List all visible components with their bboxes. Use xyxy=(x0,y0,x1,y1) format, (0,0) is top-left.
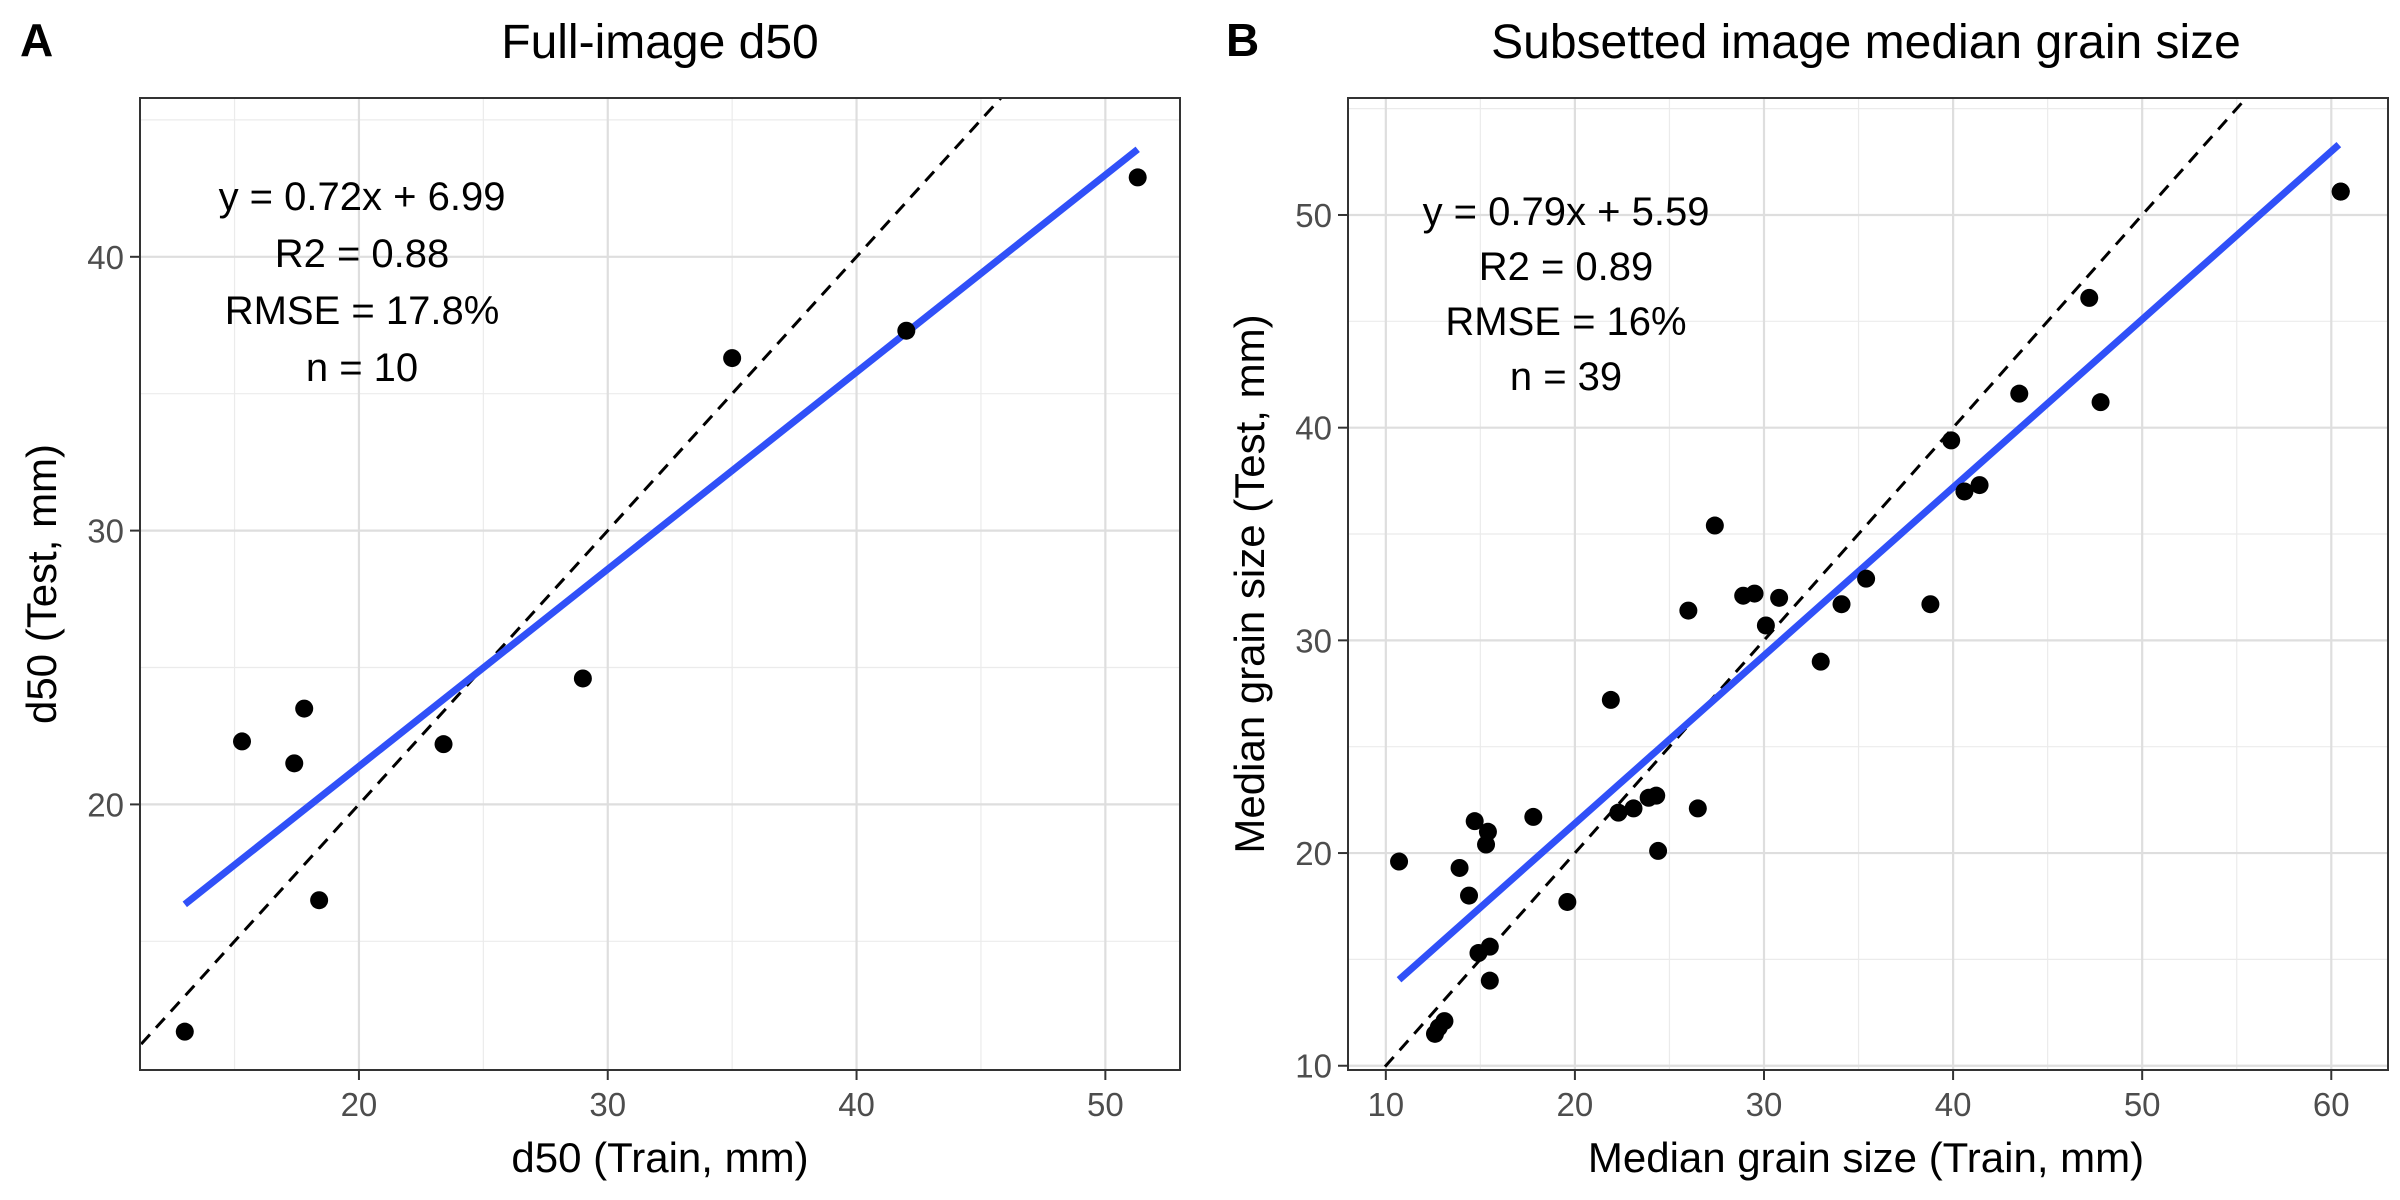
data-point xyxy=(1465,812,1484,831)
reference-line-b xyxy=(1380,98,2249,1070)
panel-b: B Subsetted image median grain size 10 20… xyxy=(1226,14,2389,1181)
data-point xyxy=(1705,516,1724,535)
y-axis-label-a: d50 (Test, mm) xyxy=(18,444,65,724)
data-point xyxy=(434,735,453,754)
data-point xyxy=(1811,652,1830,671)
x-tick-label: 60 xyxy=(2313,1086,2350,1123)
data-point xyxy=(295,699,314,718)
data-point xyxy=(1745,584,1764,603)
x-ticks-b: 10 20 30 40 50 60 xyxy=(1367,1070,2350,1123)
fit-line xyxy=(1396,142,2342,983)
x-tick-label: 20 xyxy=(341,1086,378,1123)
data-point xyxy=(2080,288,2099,307)
gridlines-b xyxy=(1348,98,2388,1070)
data-point xyxy=(2331,182,2350,201)
x-tick-label: 30 xyxy=(589,1086,626,1123)
plot-border-b xyxy=(1347,97,2389,1071)
chart-title-b: Subsetted image median grain size xyxy=(1491,16,2241,69)
x-tick-label: 40 xyxy=(838,1086,875,1123)
x-axis-label-b: Median grain size (Train, mm) xyxy=(1588,1134,2144,1181)
fit-line-b xyxy=(1396,142,2342,983)
data-point xyxy=(1647,786,1666,805)
y-tick-label: 40 xyxy=(1295,410,1332,447)
reference-line-a xyxy=(140,98,1003,1048)
y-ticks-b: 10 20 30 40 50 xyxy=(1295,197,1348,1085)
y-tick-label: 30 xyxy=(87,513,124,550)
fit-line-a xyxy=(182,146,1140,908)
y-tick-label: 20 xyxy=(1295,835,1332,872)
data-point xyxy=(1942,431,1961,450)
annotation-line-3-b: RMSE = 16% xyxy=(1445,300,1686,344)
data-point xyxy=(285,754,304,773)
data-point xyxy=(1955,482,1974,501)
data-point xyxy=(1609,803,1628,822)
x-tick-label: 30 xyxy=(1746,1086,1783,1123)
y-tick-label: 50 xyxy=(1295,197,1332,234)
annotation-line-1-a: y = 0.72x + 6.99 xyxy=(219,175,506,219)
data-point xyxy=(1128,168,1147,187)
panel-a: A Full-image d50 20 30 40 50 20 30 40 y = 0.7… xyxy=(18,14,1181,1181)
panel-label-b: B xyxy=(1226,14,1259,66)
data-point xyxy=(1435,1012,1454,1031)
points-a xyxy=(175,168,1147,1041)
y-tick-label: 40 xyxy=(87,239,124,276)
data-point xyxy=(723,349,742,368)
plot-border-a xyxy=(139,97,1181,1071)
annotation-line-4-a: n = 10 xyxy=(306,346,418,390)
points-b xyxy=(1390,182,2350,1043)
data-point xyxy=(1450,858,1469,877)
data-point xyxy=(175,1022,194,1041)
x-axis-label-a: d50 (Train, mm) xyxy=(511,1134,808,1181)
data-point xyxy=(1624,799,1643,818)
data-point xyxy=(1390,852,1409,871)
y-tick-label: 20 xyxy=(87,786,124,823)
fit-line xyxy=(182,146,1140,908)
x-tick-label: 50 xyxy=(1087,1086,1124,1123)
data-point xyxy=(233,732,252,751)
data-point xyxy=(1970,476,1989,495)
data-point xyxy=(897,321,916,340)
x-tick-label: 10 xyxy=(1367,1086,1404,1123)
annotation-line-1-b: y = 0.79x + 5.59 xyxy=(1423,190,1710,234)
data-point xyxy=(2010,384,2029,403)
annotation-line-2-b: R2 = 0.89 xyxy=(1479,245,1654,289)
data-point xyxy=(1480,971,1499,990)
x-ticks-a: 20 30 40 50 xyxy=(341,1070,1124,1123)
chart-title-a: Full-image d50 xyxy=(501,16,818,69)
x-tick-label: 20 xyxy=(1557,1086,1594,1123)
reference-line xyxy=(1380,98,2249,1070)
data-point xyxy=(2091,393,2110,412)
y-tick-label: 10 xyxy=(1295,1048,1332,1085)
annotation-line-2-a: R2 = 0.88 xyxy=(275,232,450,276)
data-point xyxy=(1480,937,1499,956)
data-point xyxy=(1688,799,1707,818)
annotation-line-4-b: n = 39 xyxy=(1510,355,1622,399)
data-point xyxy=(1832,595,1851,614)
data-point xyxy=(573,669,592,688)
data-point xyxy=(1756,616,1775,635)
data-point xyxy=(1478,822,1497,841)
data-point xyxy=(1601,690,1620,709)
reference-line xyxy=(140,98,1003,1048)
data-point xyxy=(1770,588,1789,607)
data-point xyxy=(1460,886,1479,905)
data-point xyxy=(1524,807,1543,826)
data-point xyxy=(1857,569,1876,588)
x-tick-label: 50 xyxy=(2124,1086,2161,1123)
data-point xyxy=(310,891,329,910)
data-point xyxy=(1921,595,1940,614)
data-point xyxy=(1558,892,1577,911)
y-axis-label-b: Median grain size (Test, mm) xyxy=(1226,314,1273,853)
data-point xyxy=(1679,601,1698,620)
x-tick-label: 40 xyxy=(1935,1086,1972,1123)
y-ticks-a: 20 30 40 xyxy=(87,239,140,823)
data-point xyxy=(1649,841,1668,860)
panel-label-a: A xyxy=(20,14,53,66)
annotation-line-3-a: RMSE = 17.8% xyxy=(225,289,500,333)
y-tick-label: 30 xyxy=(1295,622,1332,659)
